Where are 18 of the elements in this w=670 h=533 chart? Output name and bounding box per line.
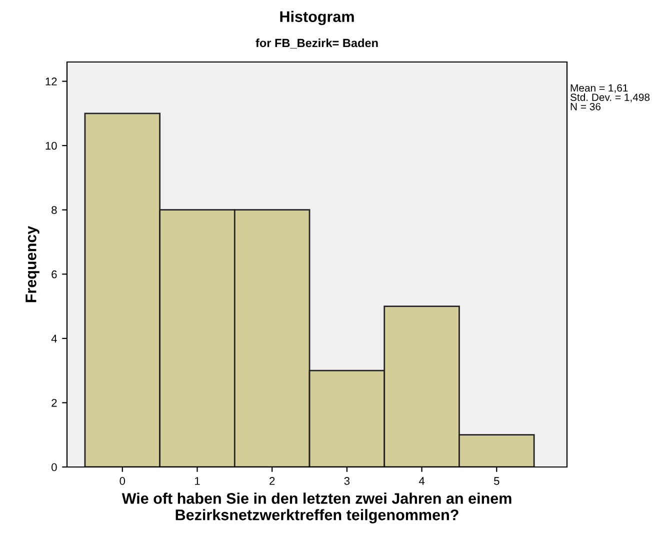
y-tick-label: 8 xyxy=(52,206,57,214)
y-tick-label: 2 xyxy=(52,398,57,407)
y-tick-label: 6 xyxy=(52,270,57,278)
text: Mean = 1,61 Std. Dev. = 1,498 N = 36 xyxy=(570,84,650,110)
y-tick-label: 0 xyxy=(52,463,57,472)
x-tick-label: 2 xyxy=(270,477,275,485)
y-tick-label: 12 xyxy=(46,78,57,86)
y-axis-title: Frequency xyxy=(26,226,40,302)
x-axis-title: Wie oft haben Sie in den letzten zwei Jahren an einem Bezirksnetzwerktreffen teilgenommen? xyxy=(122,492,512,524)
y-tick-label: 10 xyxy=(46,142,57,150)
x-tick-label: 5 xyxy=(494,477,500,485)
chart-subtitle: for FB_Bezirk= Baden xyxy=(256,38,378,48)
x-tick-label: 3 xyxy=(344,477,350,485)
x-tick-label: 1 xyxy=(194,477,200,485)
y-tick-label: 4 xyxy=(51,334,57,342)
x-tick-label: 0 xyxy=(120,477,126,485)
x-tick-label: 4 xyxy=(418,477,425,485)
chart-title: Histogram xyxy=(280,10,354,26)
